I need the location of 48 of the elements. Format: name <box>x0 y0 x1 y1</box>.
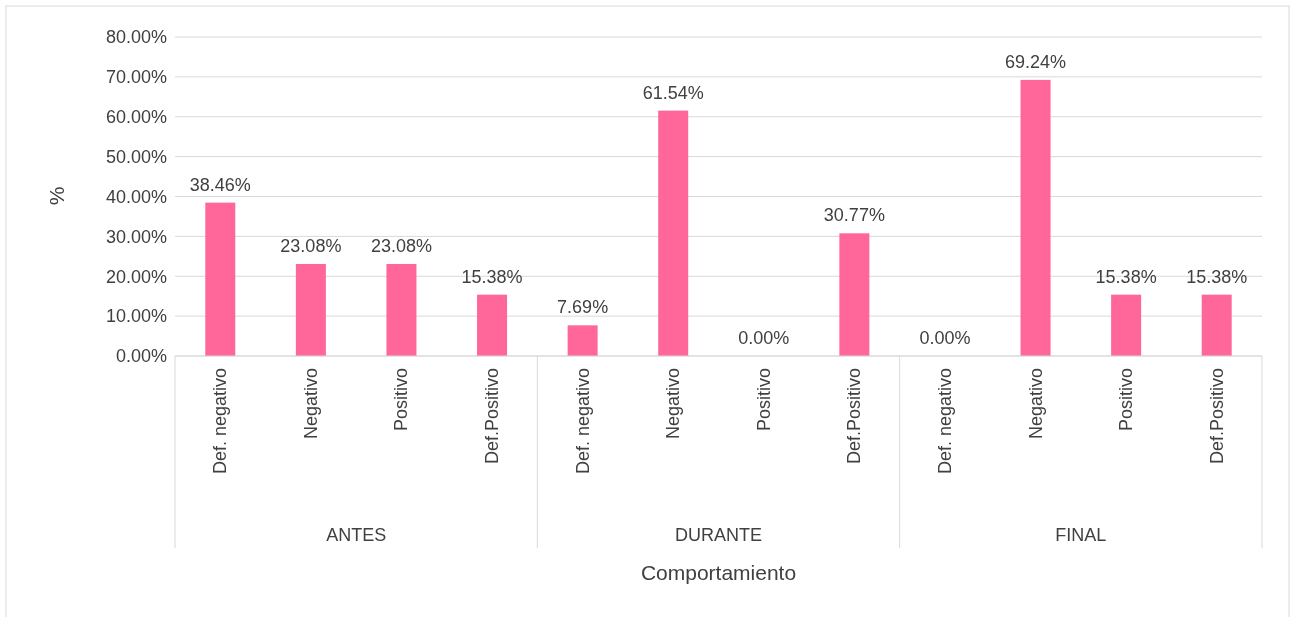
x-tick-label: Def. negativo <box>572 368 593 475</box>
y-tick-label: 30.00% <box>105 226 167 247</box>
data-label: 69.24% <box>1005 51 1067 72</box>
data-label: 15.38% <box>1095 266 1157 287</box>
y-tick-label: 70.00% <box>105 67 167 88</box>
x-tick-label: Positivo <box>391 368 412 432</box>
bar <box>477 294 508 356</box>
x-tick-label: Def.Positivo <box>844 368 865 465</box>
y-tick-label: 80.00% <box>105 27 167 48</box>
y-tick-label: 0.00% <box>115 346 167 367</box>
data-label: 0.00% <box>738 328 790 348</box>
bar <box>295 263 326 356</box>
data-label: 61.54% <box>642 82 704 103</box>
bar <box>839 233 870 356</box>
x-tick-label: Positivo <box>1116 368 1137 432</box>
data-label: 15.38% <box>1186 266 1248 287</box>
text: DURANTE <box>674 525 763 545</box>
bar <box>567 325 598 356</box>
x-tick-label: Def.Positivo <box>1206 368 1227 465</box>
data-label: 23.08% <box>280 235 342 256</box>
x-tick-label: Negativo <box>663 368 684 440</box>
bar <box>205 202 236 356</box>
x-axis-title: Comportamiento <box>640 561 797 584</box>
y-axis-title: % <box>45 186 68 206</box>
x-tick-label: Def. negativo <box>934 368 955 475</box>
y-tick-label: 20.00% <box>105 266 167 287</box>
data-label: 7.69% <box>557 297 609 318</box>
bar <box>1111 294 1142 356</box>
x-tick-label: Negativo <box>300 368 321 440</box>
text: FINAL <box>1055 525 1107 545</box>
data-label: 30.77% <box>823 205 885 226</box>
x-tick-label: Positivo <box>753 368 774 432</box>
bar <box>386 263 417 356</box>
data-label: 23.08% <box>370 235 432 256</box>
data-label: 38.46% <box>189 174 251 195</box>
text: ANTES <box>326 525 387 545</box>
bar <box>1020 79 1051 356</box>
data-label: 15.38% <box>461 266 523 287</box>
data-label: 0.00% <box>919 328 971 348</box>
y-tick-label: 40.00% <box>105 186 167 207</box>
bar <box>1201 294 1232 356</box>
x-tick-label: Def. negativo <box>210 368 231 475</box>
y-tick-label: 50.00% <box>105 146 167 167</box>
bar <box>658 110 689 356</box>
y-tick-label: 10.00% <box>105 306 167 327</box>
x-tick-label: Negativo <box>1025 368 1046 440</box>
y-tick-label: 60.00% <box>105 107 167 128</box>
x-tick-label: Def.Positivo <box>482 368 503 465</box>
